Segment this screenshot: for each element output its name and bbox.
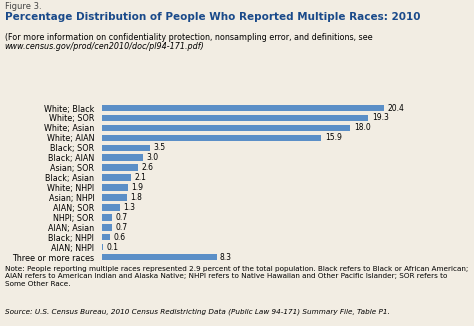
Text: 1.9: 1.9 xyxy=(132,183,144,192)
Bar xyxy=(102,174,131,181)
Text: 2.1: 2.1 xyxy=(134,173,146,182)
Text: 1.3: 1.3 xyxy=(123,203,135,212)
Bar xyxy=(102,224,111,230)
Bar xyxy=(102,214,111,221)
Bar xyxy=(102,244,103,250)
Text: 18.0: 18.0 xyxy=(354,124,371,132)
Bar xyxy=(102,125,350,131)
Bar xyxy=(102,155,143,161)
Text: 15.9: 15.9 xyxy=(325,133,342,142)
Text: 0.7: 0.7 xyxy=(115,213,127,222)
Bar xyxy=(102,234,110,241)
Bar xyxy=(102,164,138,171)
Bar xyxy=(102,204,120,211)
Bar xyxy=(102,194,127,201)
Text: 1.8: 1.8 xyxy=(130,193,142,202)
Text: Source: U.S. Census Bureau, 2010 Census Redistricting Data (Public Law 94-171) S: Source: U.S. Census Bureau, 2010 Census … xyxy=(5,308,390,315)
Text: 19.3: 19.3 xyxy=(372,113,389,123)
Bar xyxy=(102,144,150,151)
Bar xyxy=(102,105,383,111)
Text: 0.6: 0.6 xyxy=(114,233,126,242)
Text: www.census.gov/prod/cen2010/doc/pl94-171.pdf): www.census.gov/prod/cen2010/doc/pl94-171… xyxy=(5,42,204,51)
Text: 2.6: 2.6 xyxy=(141,163,153,172)
Text: 3.0: 3.0 xyxy=(147,153,159,162)
Bar xyxy=(102,115,368,121)
Text: 8.3: 8.3 xyxy=(220,253,232,261)
Text: Figure 3.: Figure 3. xyxy=(5,2,41,11)
Text: 0.1: 0.1 xyxy=(107,243,119,252)
Text: 20.4: 20.4 xyxy=(387,104,404,112)
Text: Note: People reporting multiple races represented 2.9 percent of the total popul: Note: People reporting multiple races re… xyxy=(5,266,468,287)
Bar xyxy=(102,135,321,141)
Bar xyxy=(102,254,217,260)
Text: 0.7: 0.7 xyxy=(115,223,127,232)
Text: Percentage Distribution of People Who Reported Multiple Races: 2010: Percentage Distribution of People Who Re… xyxy=(5,12,420,22)
Text: 3.5: 3.5 xyxy=(154,143,166,152)
Bar xyxy=(102,184,128,191)
Text: (For more information on confidentiality protection, nonsampling error, and defi: (For more information on confidentiality… xyxy=(5,33,373,42)
